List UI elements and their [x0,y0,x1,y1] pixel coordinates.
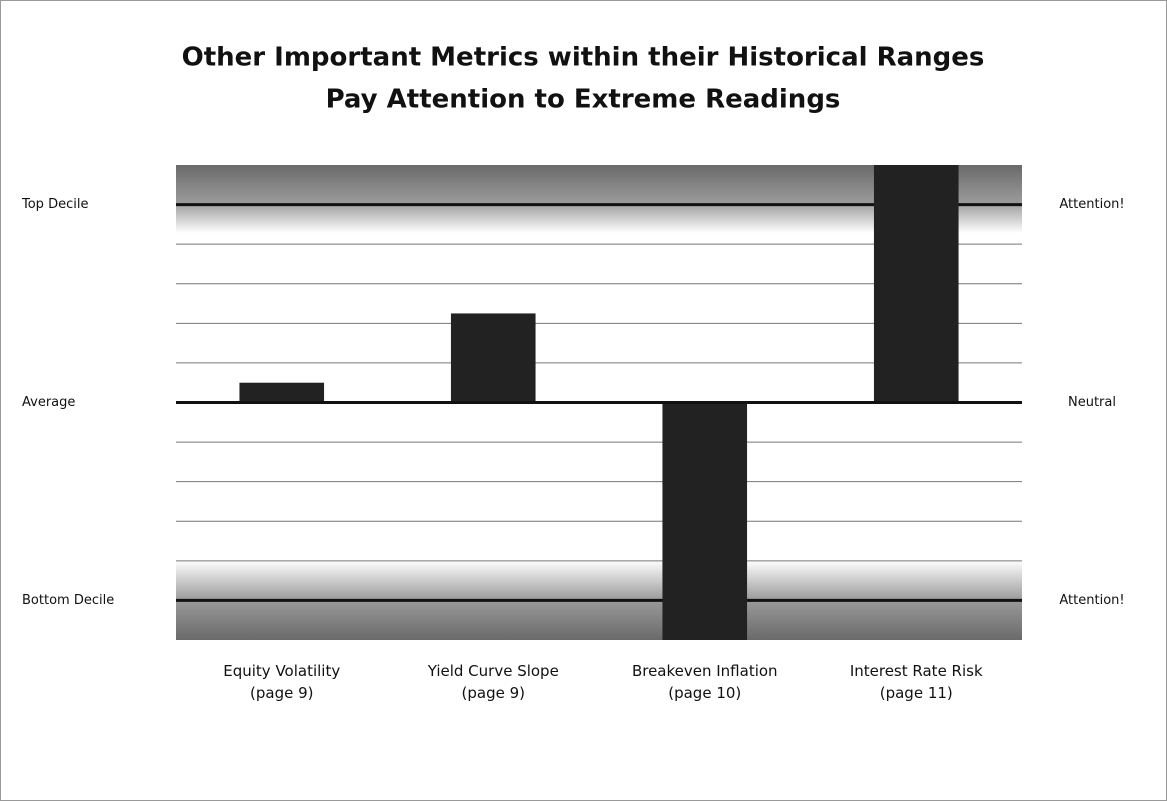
y2-tick-label: Attention! [1059,197,1124,212]
y-tick-label: Average [22,395,75,410]
y2-tick-label: Attention! [1059,593,1124,608]
bar [450,313,536,403]
y-tick-label: Bottom Decile [22,593,114,608]
chart-title: Other Important Metrics within their His… [182,43,985,73]
x-tick-label: Breakeven Inflation (page 10) [631,662,778,702]
bar [662,402,748,640]
chart-subtitle: Pay Attention to Extreme Readings [326,85,841,115]
y-tick-label: Top Decile [21,197,88,212]
bar [239,382,325,403]
y2-tick-label: Neutral [1068,395,1116,410]
x-tick-label: Yield Curve Slope (page 9) [427,662,559,702]
bar [873,165,959,403]
x-tick-label: Interest Rate Risk (page 11) [849,662,983,702]
x-tick-label: Equity Volatility (page 9) [223,662,341,702]
